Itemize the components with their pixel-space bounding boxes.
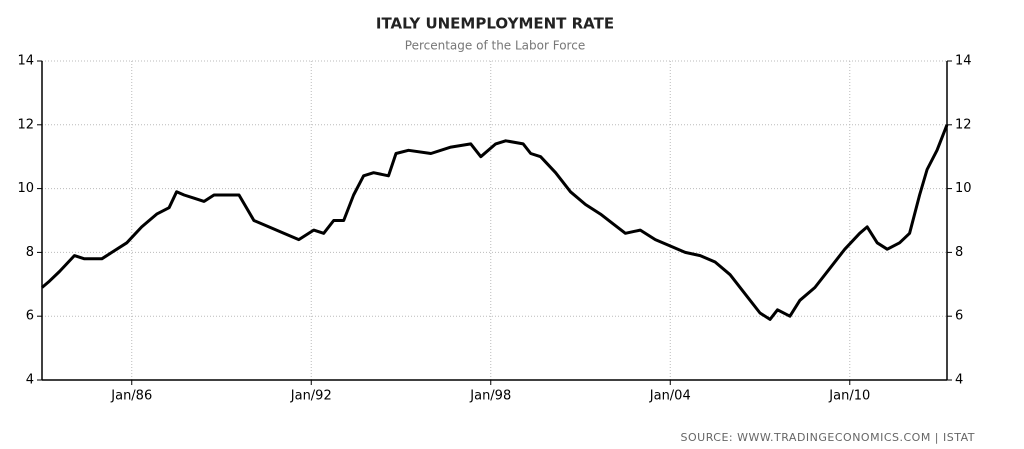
source: SOURCE: WWW.TRADINGECONOMICS.COM | ISTAT	[681, 431, 975, 444]
y2-tick-label: 8	[955, 245, 963, 260]
y-tick-label: 8	[26, 245, 34, 260]
x-tick-label: Jan/86	[110, 389, 152, 404]
x-tick-label: Jan/04	[649, 389, 691, 404]
y-tick-label: 6	[26, 309, 34, 324]
x-tick-label: Jan/98	[469, 389, 511, 404]
y2-tick-label: 10	[955, 181, 972, 196]
y2-tick-label: 14	[955, 54, 972, 69]
chart-subtitle: Percentage of the Labor Force	[405, 39, 585, 53]
y2-tick-label: 6	[955, 309, 963, 324]
x-tick-label: Jan/92	[290, 389, 332, 404]
y2-tick-label: 12	[955, 117, 972, 132]
y-tick-label: 10	[17, 181, 34, 196]
line	[41, 124, 949, 321]
y-tick-label: 4	[26, 373, 34, 388]
x-tick-label: Jan/10	[828, 389, 870, 404]
y-tick-label: 14	[17, 54, 34, 69]
y2-tick-label: 4	[955, 373, 963, 388]
y-tick-label: 12	[17, 117, 34, 132]
chart-title: ITALY UNEMPLOYMENT RATE	[376, 15, 614, 33]
